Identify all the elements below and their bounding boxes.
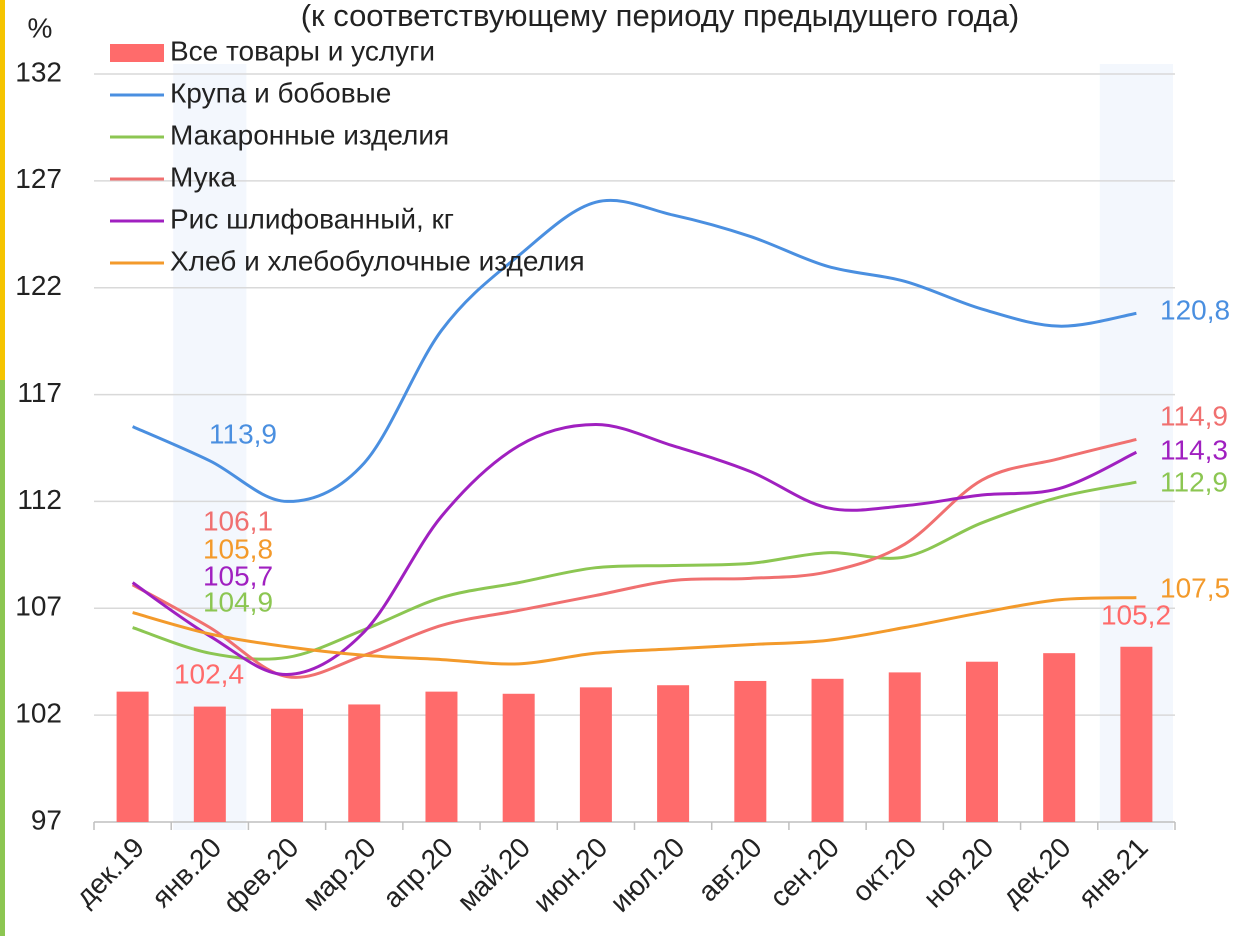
y-tick-label: 132 bbox=[15, 56, 62, 87]
line bbox=[131, 198, 1137, 503]
bar bbox=[348, 704, 381, 822]
data-label: 112,9 bbox=[1160, 466, 1228, 497]
x-tick-label: фев.20 bbox=[217, 832, 304, 919]
legend-label: Рис шлифованный, кг bbox=[170, 203, 454, 234]
data-label: 114,9 bbox=[1160, 400, 1228, 431]
x-tick-label: дек.19 bbox=[69, 832, 150, 913]
legend-label: Крупа и бобовые bbox=[170, 77, 391, 108]
x-tick-label: апр.20 bbox=[377, 832, 459, 914]
bar bbox=[965, 661, 998, 822]
y-tick-label: 107 bbox=[15, 591, 62, 622]
chart-title: (к соответствующему периоду предыдущего … bbox=[301, 0, 1020, 33]
x-tick-label: мар.20 bbox=[297, 832, 382, 917]
bar bbox=[502, 693, 535, 822]
y-tick-label: 127 bbox=[15, 163, 62, 194]
data-label: 102,4 bbox=[174, 658, 244, 689]
y-axis-label: % bbox=[28, 12, 53, 43]
data-label: 104,9 bbox=[203, 586, 273, 617]
edge-strip bbox=[0, 0, 5, 380]
data-label: 105,2 bbox=[1101, 599, 1171, 630]
highlight-band bbox=[173, 64, 247, 830]
x-tick-label: авг.20 bbox=[692, 832, 768, 908]
x-tick-label: янв.20 bbox=[146, 832, 228, 914]
bar bbox=[425, 691, 458, 822]
x-tick-label: янв.21 bbox=[1072, 832, 1154, 914]
y-tick-label: 117 bbox=[17, 377, 62, 408]
bar bbox=[271, 708, 304, 822]
bar bbox=[579, 687, 612, 822]
x-tick-label: сен.20 bbox=[764, 832, 845, 913]
bar bbox=[1043, 653, 1076, 822]
legend-swatch bbox=[110, 44, 164, 62]
x-tick-label: дек.20 bbox=[996, 832, 1077, 913]
data-label: 105,8 bbox=[203, 533, 273, 564]
x-tick-label: окт.20 bbox=[846, 832, 922, 908]
data-label: 107,5 bbox=[1160, 572, 1230, 603]
bar bbox=[1120, 646, 1153, 822]
x-tick-label: май.20 bbox=[451, 832, 536, 917]
data-label: 105,7 bbox=[203, 560, 273, 591]
legend-label: Хлеб и хлебобулочные изделия bbox=[170, 245, 585, 276]
y-tick-label: 102 bbox=[15, 698, 62, 729]
bar bbox=[888, 672, 921, 822]
x-tick-label: июл.20 bbox=[604, 832, 690, 918]
legend-label: Макаронные изделия bbox=[170, 119, 449, 150]
bar bbox=[811, 678, 844, 822]
line bbox=[131, 422, 1138, 677]
edge-strip bbox=[0, 380, 5, 936]
bar bbox=[734, 680, 767, 822]
line bbox=[131, 437, 1137, 679]
y-tick-label: 97 bbox=[31, 804, 62, 835]
line bbox=[132, 480, 1137, 661]
line bbox=[132, 596, 1137, 666]
bar bbox=[193, 706, 226, 822]
bar bbox=[657, 685, 690, 822]
x-tick-label: ноя.20 bbox=[917, 832, 999, 914]
data-label: 120,8 bbox=[1160, 294, 1230, 325]
legend-label: Все товары и услуги bbox=[170, 35, 435, 66]
legend-label: Мука bbox=[170, 161, 237, 192]
data-label: 113,9 bbox=[209, 418, 277, 449]
y-tick-label: 122 bbox=[15, 270, 62, 301]
bar bbox=[116, 691, 149, 822]
y-tick-label: 112 bbox=[17, 484, 62, 515]
data-label: 106,1 bbox=[203, 505, 273, 536]
x-tick-label: июн.20 bbox=[527, 832, 613, 918]
data-label: 114,3 bbox=[1160, 434, 1228, 465]
